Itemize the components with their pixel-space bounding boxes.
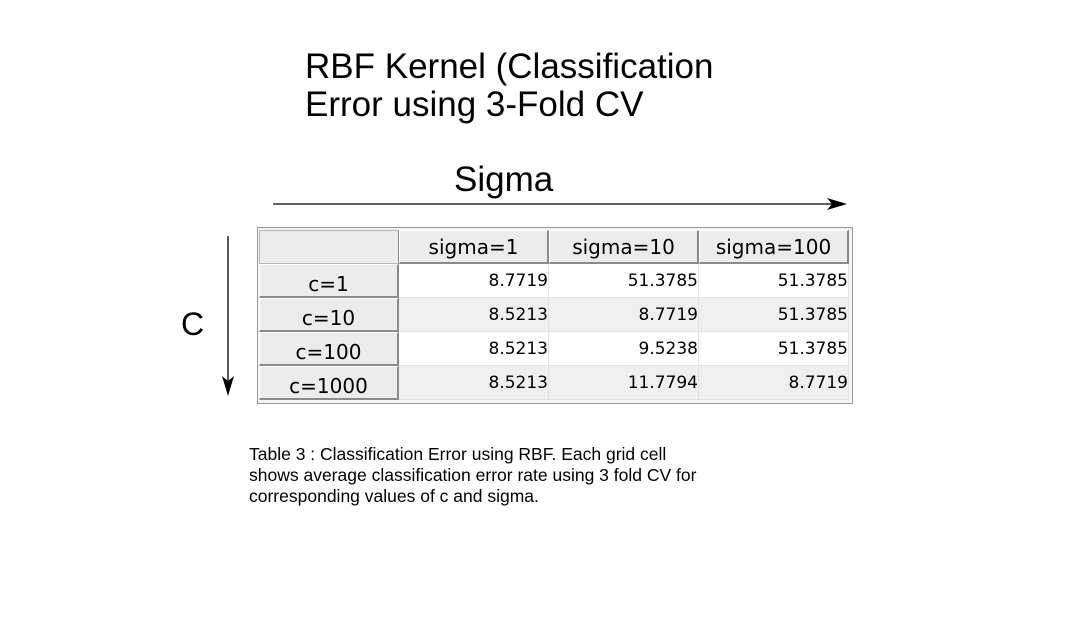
table-cell[interactable]: 9.5238 [549, 332, 699, 366]
table-row: c=1 8.7719 51.3785 51.3785 [259, 264, 849, 298]
results-table: sigma=1 sigma=10 sigma=100 c=1 8.7719 51… [259, 230, 849, 400]
table-cell[interactable]: 51.3785 [699, 264, 849, 298]
caption-line-2: shows average classification error rate … [249, 465, 697, 485]
table-cell[interactable]: 51.3785 [699, 332, 849, 366]
row-header-c-1000[interactable]: c=1000 [259, 366, 399, 400]
table-row: c=10 8.5213 8.7719 51.3785 [259, 298, 849, 332]
table-caption: Table 3 : Classification Error using RBF… [249, 444, 809, 507]
table-cell[interactable]: 51.3785 [699, 298, 849, 332]
sigma-arrow [273, 198, 847, 210]
title-line-1: RBF Kernel (Classification [305, 47, 714, 86]
table-row: c=100 8.5213 9.5238 51.3785 [259, 332, 849, 366]
column-header-sigma-1[interactable]: sigma=1 [399, 230, 549, 264]
row-header-c-1[interactable]: c=1 [259, 264, 399, 298]
caption-line-3: corresponding values of c and sigma. [249, 486, 539, 506]
c-axis-label: C [181, 306, 205, 342]
corner-cell [259, 230, 399, 264]
table-cell[interactable]: 51.3785 [549, 264, 699, 298]
sigma-axis-label: Sigma [454, 160, 554, 199]
page-title: RBF Kernel (Classification Error using 3… [305, 48, 713, 124]
table-cell[interactable]: 8.7719 [549, 298, 699, 332]
results-grid: sigma=1 sigma=10 sigma=100 c=1 8.7719 51… [257, 227, 853, 404]
table-cell[interactable]: 11.7794 [549, 366, 699, 400]
column-header-sigma-100[interactable]: sigma=100 [699, 230, 849, 264]
table-cell[interactable]: 8.7719 [399, 264, 549, 298]
table-cell[interactable]: 8.5213 [399, 332, 549, 366]
row-header-c-10[interactable]: c=10 [259, 298, 399, 332]
table-cell[interactable]: 8.7719 [699, 366, 849, 400]
table-cell[interactable]: 8.5213 [399, 366, 549, 400]
table-row: c=1000 8.5213 11.7794 8.7719 [259, 366, 849, 400]
caption-line-1: Table 3 : Classification Error using RBF… [249, 444, 667, 464]
c-arrow [222, 236, 234, 396]
column-header-sigma-10[interactable]: sigma=10 [549, 230, 699, 264]
title-line-2: Error using 3-Fold CV [305, 85, 644, 124]
header-row: sigma=1 sigma=10 sigma=100 [259, 230, 849, 264]
row-header-c-100[interactable]: c=100 [259, 332, 399, 366]
table-cell[interactable]: 8.5213 [399, 298, 549, 332]
